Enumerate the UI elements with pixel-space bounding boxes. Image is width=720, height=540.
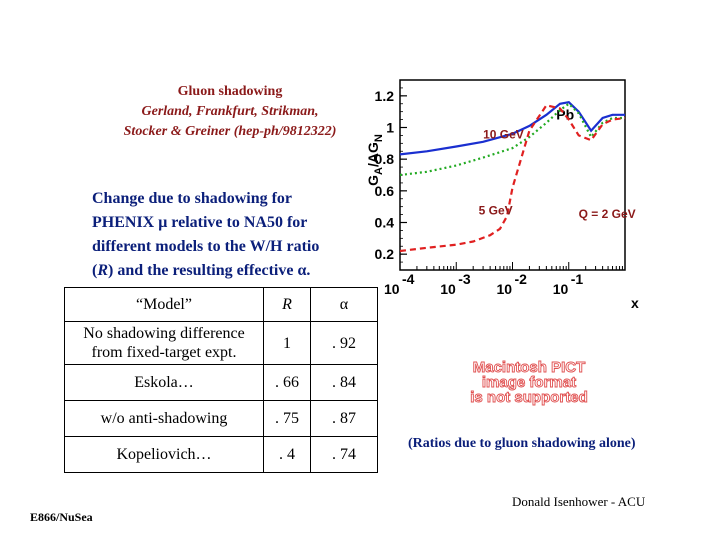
pict-line-3: is not supported — [470, 389, 588, 406]
table-row: No shadowing difference from fixed-targe… — [64, 321, 378, 365]
y-axis-label: GA/AGN — [365, 134, 385, 186]
r-cell: 1 — [263, 321, 311, 365]
credit: Donald Isenhower - ACU — [512, 494, 646, 509]
x-tick-label: 10 — [440, 281, 456, 297]
table-row: w/o anti-shadowing . 75 . 87 — [64, 400, 378, 437]
x-axis-label: x — [631, 295, 639, 311]
x-tick-exponent: -3 — [458, 271, 471, 287]
description-line-2: PHENIX μ relative to NA50 for — [92, 214, 308, 231]
model-cell: Eskola… — [64, 364, 264, 401]
series-line-2 — [399, 102, 625, 177]
gluon-shadowing-title-block: Gluon shadowing Gerland, Frankfurt, Stri… — [95, 82, 365, 142]
table-row: Eskola… . 66 . 84 — [64, 364, 378, 401]
x-tick-label: 10 — [384, 281, 400, 297]
header-model: “Model” — [64, 287, 264, 322]
x-tick-label: 10 — [497, 281, 513, 297]
curve-annotation-1: 10 GeV — [483, 128, 524, 142]
header-r: R — [263, 287, 311, 322]
pict-placeholder: Macintosh PICT image format is not suppo… — [470, 359, 588, 406]
gluon-title: Gluon shadowing — [177, 84, 283, 99]
r-cell: . 4 — [263, 436, 311, 473]
pict-line-1: Macintosh PICT — [473, 359, 586, 376]
y-tick-label: 0.8 — [375, 151, 395, 167]
gluon-shadowing-chart: 0.20.40.60.811.210-410-310-210-1xGA/AGNP… — [365, 79, 639, 311]
description-line-3: different models to the W/H ratio — [92, 238, 320, 255]
experiment-label: E866/NuSea — [30, 510, 93, 524]
x-tick-label: 10 — [553, 281, 569, 297]
r-cell: . 66 — [263, 364, 311, 401]
alpha-cell: . 87 — [310, 400, 378, 437]
authors-line-2: Stocker & Greiner (hep-ph/9812322) — [123, 124, 337, 139]
alpha-cell: . 84 — [310, 364, 378, 401]
model-cell: Kopeliovich… — [64, 436, 264, 473]
description-line-1: Change due to shadowing for — [92, 190, 293, 207]
authors-line-1: Gerland, Frankfurt, Strikman, — [141, 104, 319, 119]
y-tick-label: 0.6 — [375, 183, 395, 199]
pict-line-2: image format — [482, 374, 576, 391]
model-cell: w/o anti-shadowing — [64, 400, 264, 437]
r-cell: . 75 — [263, 400, 311, 437]
alpha-cell: . 92 — [310, 321, 378, 365]
description-text: Change due to shadowing for PHENIX μ rel… — [92, 187, 392, 283]
model-cell: No shadowing difference from fixed-targe… — [64, 321, 264, 365]
model-table: “Model” R α No shadowing difference from… — [64, 287, 378, 473]
y-tick-label: 0.4 — [375, 215, 395, 231]
x-tick-exponent: -4 — [402, 271, 415, 287]
x-tick-exponent: -2 — [515, 271, 528, 287]
series-line-1 — [399, 101, 625, 156]
y-tick-label: 1.2 — [375, 88, 395, 104]
y-tick-label: 1 — [386, 120, 394, 136]
curve-annotation-3: Q = 2 GeV — [579, 207, 636, 221]
curve-annotation-2: 5 GeV — [479, 204, 513, 218]
table-row: Kopeliovich… . 4 . 74 — [64, 436, 378, 473]
ratio-symbol: R — [97, 262, 108, 279]
table-header-row: “Model” R α — [64, 287, 378, 322]
series-line-3 — [399, 104, 626, 253]
description-line-4: (R) and the resulting effective α. — [92, 262, 311, 279]
ratios-note: (Ratios due to gluon shadowing alone) — [408, 436, 636, 451]
y-tick-label: 0.2 — [375, 246, 395, 262]
plot-frame — [399, 79, 626, 271]
alpha-cell: . 74 — [310, 436, 378, 473]
x-tick-exponent: -1 — [571, 271, 584, 287]
